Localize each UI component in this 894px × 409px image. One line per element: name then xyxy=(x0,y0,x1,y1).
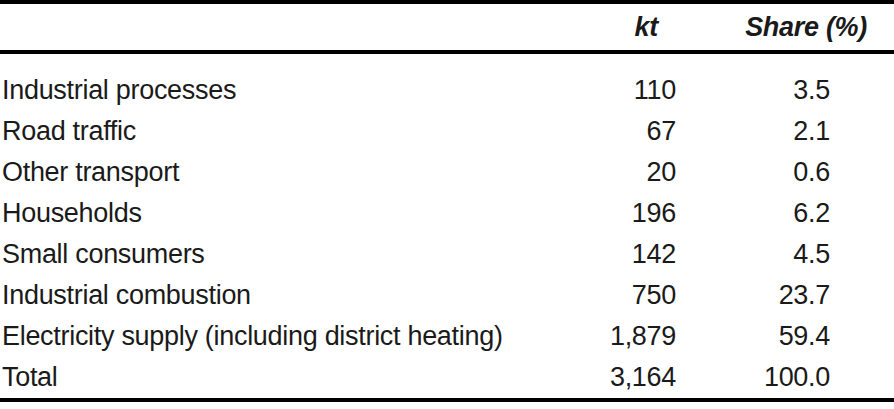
kt-value: 67 xyxy=(560,111,678,152)
row-label: Road traffic xyxy=(0,111,560,152)
table-row: Other transport 20 0.6 xyxy=(0,152,894,193)
header-row: kt Share (%) xyxy=(0,2,894,52)
share-value: 3.5 xyxy=(678,52,894,111)
kt-value: 20 xyxy=(560,152,678,193)
table-row: Industrial processes 110 3.5 xyxy=(0,52,894,111)
kt-value: 750 xyxy=(560,275,678,316)
emissions-table: kt Share (%) Industrial processes 110 3.… xyxy=(0,0,894,402)
share-value: 2.1 xyxy=(678,111,894,152)
kt-value: 196 xyxy=(560,193,678,234)
table-row: Industrial combustion 750 23.7 xyxy=(0,275,894,316)
row-label: Households xyxy=(0,193,560,234)
row-label: Small consumers xyxy=(0,234,560,275)
share-value: 0.6 xyxy=(678,152,894,193)
share-value: 59.4 xyxy=(678,316,894,357)
share-value: 4.5 xyxy=(678,234,894,275)
header-label-empty xyxy=(0,2,560,52)
table-row: Electricity supply (including district h… xyxy=(0,316,894,357)
row-label: Industrial processes xyxy=(0,52,560,111)
share-value: 23.7 xyxy=(678,275,894,316)
table-row: Road traffic 67 2.1 xyxy=(0,111,894,152)
kt-value: 110 xyxy=(560,52,678,111)
kt-value: 1,879 xyxy=(560,316,678,357)
header-share: Share (%) xyxy=(678,2,894,52)
row-label: Other transport xyxy=(0,152,560,193)
share-value: 6.2 xyxy=(678,193,894,234)
row-label: Electricity supply (including district h… xyxy=(0,316,560,357)
row-label: Total xyxy=(0,357,560,400)
table-row: Small consumers 142 4.5 xyxy=(0,234,894,275)
share-value: 100.0 xyxy=(678,357,894,400)
row-label: Industrial combustion xyxy=(0,275,560,316)
kt-value: 3,164 xyxy=(560,357,678,400)
table-row total-row: Total 3,164 100.0 xyxy=(0,357,894,400)
table-row: Households 196 6.2 xyxy=(0,193,894,234)
header-kt: kt xyxy=(560,2,678,52)
kt-value: 142 xyxy=(560,234,678,275)
